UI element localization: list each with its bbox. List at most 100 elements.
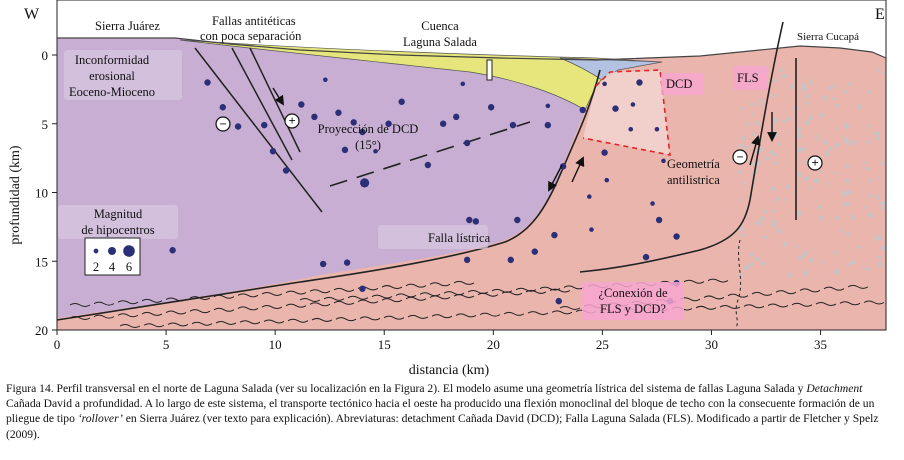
antithetic-fault-2 [231,47,293,161]
unconformity-wave [703,295,725,300]
texture-dot [803,160,807,165]
texture-dot [843,123,849,129]
texture-dot [841,202,846,207]
unconformity-wave [311,317,333,322]
label-magnitud-2: de hipocentros [81,223,154,237]
label-conexion-2: FLS y DCD? [600,302,666,316]
unconformity-wave [527,311,549,316]
texture-dot [876,235,882,241]
texture-dot [771,223,776,228]
texture-dot [738,198,743,202]
texture-dot [782,241,789,247]
unconformity-wave [165,310,187,315]
hypocenter-dot [661,158,666,164]
texture-dot [880,161,884,166]
caption-detachment: Detachment [806,382,863,395]
dcd-outline [582,69,671,156]
label-proyeccion-1: Proyección de DCD [318,122,419,136]
hypocenter-dot [507,256,514,264]
hypocenter-dot [219,104,226,111]
hypocenter-dot [642,253,650,261]
texture-dot [770,150,774,154]
texture-dot [755,220,761,226]
texture-dot [760,260,766,266]
unconformity-wave [261,291,283,296]
well-marker [486,59,493,81]
texture-dot [773,160,778,166]
unconformity-wave [743,304,765,309]
legend-label-2: 2 [93,260,99,274]
y-axis-title: profundidad (km) [8,145,23,244]
unconformity-wave [335,317,357,322]
texture-dot [826,182,830,185]
unconformity-wave [405,283,427,288]
hypocenter-dot [424,161,432,169]
x-tick-label: 25 [596,337,609,352]
hypocenter-dot [204,79,211,86]
unconformity-wave [405,296,427,301]
hypocenter-dot [234,123,242,130]
texture-dot [849,141,854,146]
texture-dot [841,190,847,197]
hypocenter-dot [463,139,471,147]
hypocenter-dot [673,233,680,240]
cross-section-figure: − + − + W E Sierra Juárez Fallas antitét… [8,0,887,378]
texture-dot [783,197,787,201]
motion-plus-text-east: + [811,156,818,170]
unconformity-wave [167,322,189,327]
texture-dot [822,140,828,145]
hypocenter-dot [531,248,538,255]
texture-dot [797,210,802,216]
figure-labels: W E Sierra Juárez Fallas antitéticas con… [24,6,885,316]
hypocenter-dot [602,81,607,87]
texture-dot [865,267,870,272]
unconformity-wave [727,293,749,298]
texture-dot [804,100,809,105]
texture-dot [738,273,743,278]
unconformity-wave [455,313,477,318]
x-tick-label: 0 [54,337,61,352]
unconformity-wave [309,289,331,294]
y-tick-label: 20 [35,323,48,338]
motion-symbols: − + − + [215,113,823,171]
hypocenter-dot [487,104,495,111]
texture-dot [851,216,856,221]
unconformity-wave [429,282,451,287]
texture-dot [749,262,754,267]
texture-dot [835,127,839,131]
label-highlights [582,66,767,320]
unconformity-wave [287,318,309,323]
unconformity-wave [333,287,355,292]
texture-dot [750,102,755,107]
motion-arrows [272,87,777,192]
unconformity-wave [799,288,821,293]
texture-dot [750,132,755,137]
listric-fault-fls [56,69,601,321]
label-inconformidad-3: Eoceno-Mioceno [69,85,155,99]
texture-dot [786,74,790,78]
texture-dot [843,138,850,144]
unconformity-wave [823,286,845,291]
hypocenter-dot [589,227,594,232]
label-conexion-1: ¿Conexión de [598,286,668,300]
texture-dot [804,250,808,254]
texture-dot [787,116,793,122]
legend-label-6: 6 [126,260,132,274]
texture-dot [858,245,862,249]
x-axis-title: distancia (km) [409,363,490,378]
texture-dot [801,147,806,152]
texture-dot [809,186,813,190]
texture-dot [797,255,803,260]
texture-dot [876,262,883,268]
texture-dot [772,117,779,124]
legend-dot-2 [93,248,99,254]
faults [56,21,797,329]
hypocenter-dot [544,121,552,129]
magnitude-legend: 2 4 6 [84,237,141,276]
hypocenter-dot [650,201,655,206]
texture-dot [796,127,802,133]
unconformity-wave [719,305,741,310]
texture-dot [833,250,837,255]
motion-minus-symbol-east [732,149,748,165]
texture-dot [787,272,793,278]
